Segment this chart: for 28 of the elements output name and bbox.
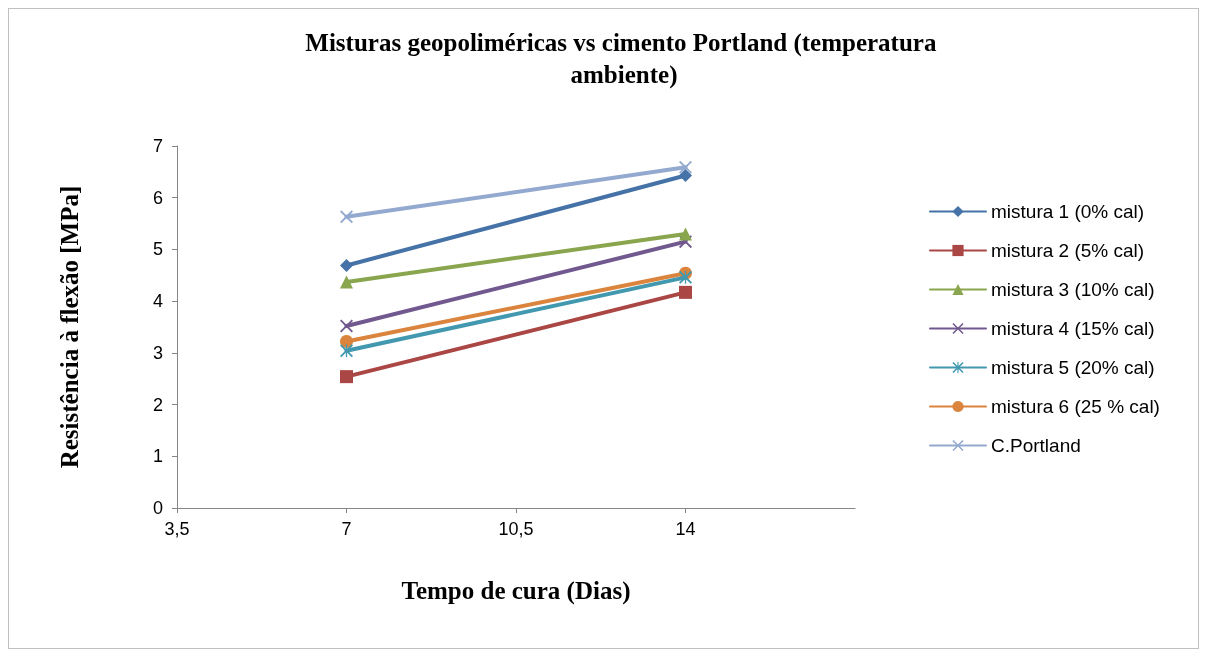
chart-title: Misturas geopoliméricas vs cimento Portland (temperatura ambiente) <box>305 28 943 89</box>
legend-label: mistura 3 (10% cal) <box>991 279 1155 300</box>
legend-label: mistura 5 (20% cal) <box>991 357 1155 378</box>
legend-label: mistura 2 (5% cal) <box>991 240 1145 261</box>
y-tick-label: 4 <box>152 291 163 312</box>
point <box>679 285 692 299</box>
legend-label: C.Portland <box>991 435 1081 456</box>
x-axis-title: Tempo de cura (Dias) <box>401 577 631 605</box>
x-tick-label: 7 <box>341 519 352 539</box>
y-tick-label: 3 <box>152 342 163 363</box>
y-tick-label: 6 <box>152 187 163 208</box>
y-tick-label: 7 <box>152 136 163 156</box>
point <box>679 168 692 182</box>
y-tick-label: 0 <box>152 498 163 518</box>
y-tick-label: 1 <box>152 446 163 467</box>
x-tick-label: 14 <box>675 519 696 539</box>
legend-label: mistura 1 (0% cal) <box>991 201 1145 222</box>
point <box>340 370 353 384</box>
legend-label: mistura 4 (15% cal) <box>991 318 1155 339</box>
y-tick-label: 5 <box>152 239 163 260</box>
x-tick-label: 10,5 <box>498 519 534 539</box>
legend-label: mistura 6 (25 % cal) <box>991 396 1160 417</box>
point <box>340 344 353 358</box>
point <box>679 270 692 284</box>
x-tick-label: 3,5 <box>164 519 190 539</box>
y-axis-title: Resistência à flexão [MPa] <box>56 185 83 469</box>
point <box>340 258 353 272</box>
y-tick-label: 2 <box>152 394 163 415</box>
